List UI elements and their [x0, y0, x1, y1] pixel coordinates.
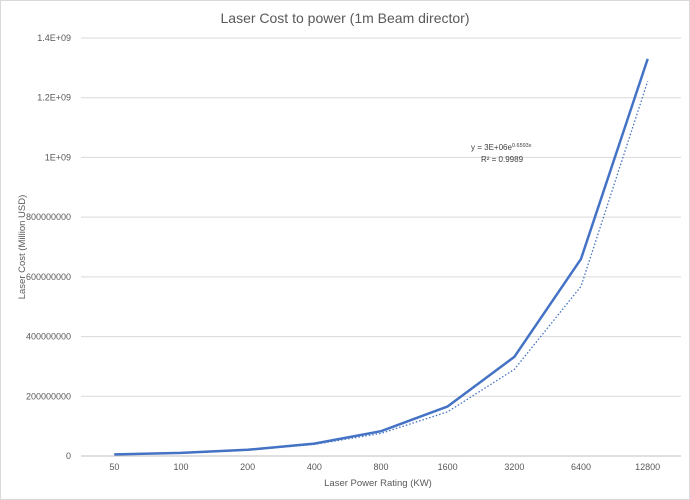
y-tick-label: 0 [66, 451, 71, 461]
x-tick-label: 6400 [571, 462, 591, 472]
x-tick-label: 200 [240, 462, 255, 472]
gridlines [81, 37, 681, 397]
y-tick-label: 1E+09 [45, 152, 71, 162]
data-series-line [114, 58, 649, 456]
y-axis-tick-labels: 0 200000000 400000000 600000000 800000000 1E+… [26, 33, 71, 461]
trendline-equation: y = 3E+06e0.6593x [471, 143, 532, 152]
trendline-equation-base: y = 3E+06e [471, 143, 512, 152]
x-axis-title: Laser Power Rating (KW) [324, 478, 432, 489]
y-axis-title: Laser Cost (Million USD) [17, 195, 28, 300]
y-tick-label: 400000000 [26, 332, 71, 342]
chart-title: Laser Cost to power (1m Beam director) [221, 10, 470, 26]
x-axis-tick-labels: 50 100 200 400 800 1600 3200 6400 12800 [109, 462, 660, 472]
trendline-series [114, 81, 649, 456]
y-tick-label: 200000000 [26, 391, 71, 401]
y-tick-label: 800000000 [26, 212, 71, 222]
y-tick-label: 1.4E+09 [37, 33, 71, 43]
x-tick-label: 800 [373, 462, 388, 472]
trendline-equation-exponent: 0.6593x [512, 143, 532, 149]
x-tick-label: 400 [307, 462, 322, 472]
x-tick-label: 100 [173, 462, 188, 472]
x-tick-label: 1600 [438, 462, 458, 472]
x-tick-label: 50 [109, 462, 119, 472]
trendline-r-squared: R² = 0.9989 [481, 155, 524, 164]
x-tick-label: 3200 [504, 462, 524, 472]
y-tick-label: 1.2E+09 [37, 93, 71, 103]
y-tick-label: 600000000 [26, 272, 71, 282]
x-tick-label: 12800 [635, 462, 660, 472]
